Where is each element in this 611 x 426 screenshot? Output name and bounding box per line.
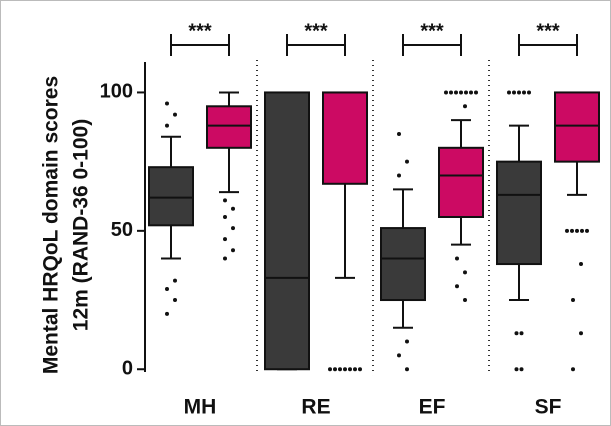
outlier xyxy=(463,104,467,109)
outlier xyxy=(580,228,584,233)
outlier xyxy=(165,101,169,106)
significance-label: *** xyxy=(420,20,444,42)
box xyxy=(148,166,194,227)
outlier xyxy=(343,367,347,372)
outlier xyxy=(579,331,583,336)
outlier xyxy=(454,90,458,95)
outlier xyxy=(474,90,478,95)
significance-bracket xyxy=(402,34,462,56)
outlier xyxy=(231,248,235,253)
outlier xyxy=(579,262,583,267)
outlier xyxy=(455,284,459,289)
y-tick-label: 0 xyxy=(122,358,133,380)
box xyxy=(438,146,484,218)
box xyxy=(322,91,368,185)
outlier xyxy=(565,228,569,233)
outlier xyxy=(571,298,575,303)
y-tick-label: 100 xyxy=(100,81,133,103)
significance-bracket xyxy=(170,34,230,56)
outlier xyxy=(397,173,401,178)
outlier xyxy=(338,367,342,372)
outlier xyxy=(165,311,169,316)
outlier xyxy=(405,339,409,344)
outlier xyxy=(397,353,401,358)
box xyxy=(554,91,600,163)
outlier xyxy=(173,298,177,303)
outlier xyxy=(397,131,401,136)
outlier xyxy=(463,298,467,303)
outlier xyxy=(519,331,524,336)
outlier xyxy=(570,228,574,233)
outlier xyxy=(328,367,332,372)
outlier xyxy=(571,367,575,372)
box xyxy=(496,160,542,266)
outlier xyxy=(223,215,227,219)
outlier xyxy=(455,256,459,261)
outlier xyxy=(358,367,362,372)
outlier xyxy=(405,367,409,372)
box xyxy=(264,91,310,371)
significance-bracket xyxy=(286,34,346,56)
outlier xyxy=(223,237,227,242)
outlier xyxy=(223,256,227,261)
outlier xyxy=(231,206,235,211)
separators xyxy=(256,60,490,372)
outlier xyxy=(353,367,357,372)
outlier xyxy=(333,367,337,372)
significance-bracket xyxy=(518,34,578,56)
significance-label: *** xyxy=(536,20,560,42)
outlier xyxy=(514,331,519,336)
outlier xyxy=(231,226,235,231)
outlier xyxy=(507,90,511,95)
x-tick-label: EF xyxy=(419,396,446,419)
outlier xyxy=(512,90,516,95)
outlier xyxy=(459,90,463,95)
y-tick-label: 50 xyxy=(111,219,133,241)
x-tick-label: SF xyxy=(535,396,562,419)
outlier xyxy=(223,198,227,203)
box xyxy=(380,227,426,302)
y-axis-label: 12m (RAND-36 0-100) xyxy=(70,119,93,331)
x-tick-label: RE xyxy=(301,396,330,419)
significance-label: *** xyxy=(304,20,328,42)
outlier xyxy=(527,90,531,95)
outlier xyxy=(165,286,169,291)
box xyxy=(206,105,252,149)
outlier xyxy=(463,270,467,275)
outlier xyxy=(165,123,169,128)
outlier xyxy=(173,278,177,283)
outlier xyxy=(575,228,579,233)
outlier xyxy=(519,367,524,372)
outlier xyxy=(585,228,589,233)
outlier xyxy=(522,90,526,95)
outlier xyxy=(348,367,352,372)
outlier xyxy=(405,159,409,164)
outlier xyxy=(444,90,448,95)
outlier xyxy=(514,367,519,372)
x-tick-label: MH xyxy=(184,396,217,419)
significance-label: *** xyxy=(188,20,212,42)
outlier xyxy=(173,112,177,117)
outlier xyxy=(469,90,473,95)
outlier xyxy=(517,90,521,95)
y-axis-label: Mental HRQoL domain scores xyxy=(40,76,63,374)
outlier xyxy=(449,90,453,95)
outlier xyxy=(464,90,468,95)
